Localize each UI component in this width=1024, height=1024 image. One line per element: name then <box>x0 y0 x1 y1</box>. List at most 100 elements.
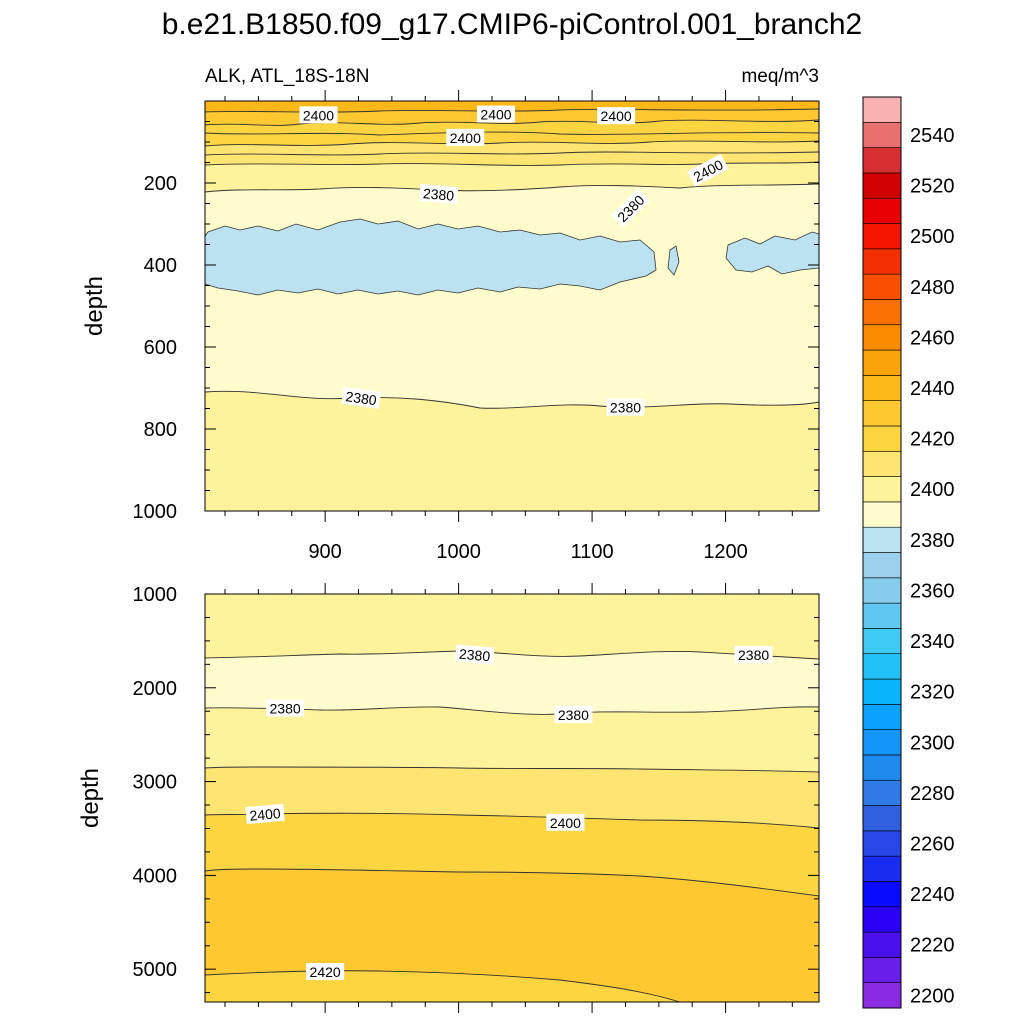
colorbar-box <box>862 805 902 832</box>
fill-band-2360-east <box>725 231 819 275</box>
lower-panel: 2380 2380 2380 2380 2400 2400 2420 1000 2000 300… <box>77 583 820 1013</box>
contour-label-text: 2380 <box>458 646 491 665</box>
lower-ticks: 1000 2000 3000 4000 5000 <box>133 583 819 1013</box>
contour-label-bg <box>455 644 495 665</box>
colorbar-box <box>862 96 902 123</box>
colorbar-box <box>862 957 902 983</box>
y-tick-label: 200 <box>144 173 177 195</box>
contour-label: 2380 <box>266 699 305 717</box>
contour-line <box>205 131 819 136</box>
contour-label: 2400 <box>546 813 585 831</box>
colorbar-box <box>862 881 902 908</box>
contour-label-bg <box>610 188 650 228</box>
contour-label-bg <box>306 962 345 980</box>
contour-label-bg <box>734 645 773 663</box>
colorbar-box <box>862 830 902 857</box>
colorbar-label: 2500 <box>910 226 955 248</box>
figure-title: b.e21.B1850.f09_g17.CMIP6-piControl.001_… <box>162 8 863 41</box>
lower-y-axis-label: depth <box>77 768 104 828</box>
colorbar-label: 2400 <box>910 479 955 501</box>
colorbar-box <box>862 172 902 199</box>
colorbar-box <box>862 349 902 376</box>
variable-label: ALK, ATL_18S-18N <box>205 66 369 87</box>
colorbar-box <box>862 779 902 806</box>
contour-label-bg <box>687 153 729 187</box>
contour-line <box>205 706 819 715</box>
colorbar-label: 2420 <box>910 429 955 451</box>
colorbar-label: 2440 <box>910 378 955 400</box>
contour-line <box>205 868 819 897</box>
upper-fill <box>205 101 819 511</box>
colorbar-box <box>862 197 902 224</box>
colorbar-box <box>862 147 902 174</box>
contour-label-text: 2400 <box>303 107 334 123</box>
colorbar-box <box>862 602 902 629</box>
x-tick-label: 1000 <box>436 541 481 563</box>
colorbar-box <box>862 653 902 680</box>
contour-label-text: 2420 <box>310 964 341 980</box>
contour-line <box>205 970 681 1002</box>
contour-label-bg <box>476 105 515 123</box>
fill-band-2360-west <box>205 218 657 296</box>
colorbar-label: 2240 <box>910 884 955 906</box>
colorbar-box <box>862 931 902 958</box>
contour-label-bg <box>597 107 636 125</box>
y-tick-label: 5000 <box>133 959 178 981</box>
y-tick-label: 3000 <box>133 772 178 794</box>
fill-band-2390-top <box>205 594 819 659</box>
contour-label-text: 2380 <box>738 647 769 663</box>
colorbar-box <box>862 400 902 427</box>
colorbar-box <box>862 324 902 351</box>
colorbar-label: 2300 <box>910 732 955 754</box>
contour-line <box>205 161 819 166</box>
colorbar-label: 2220 <box>910 935 955 957</box>
contour-label-bg <box>554 705 593 723</box>
colorbar-box <box>862 577 902 604</box>
contour-line <box>205 390 819 409</box>
contour-label-bg <box>418 183 459 205</box>
colorbar-box <box>862 855 902 882</box>
contour-label-text: 2400 <box>450 130 481 146</box>
colorbar-box <box>862 299 902 326</box>
colorbar-box <box>862 628 902 655</box>
upper-ticks: 200 400 600 800 1000 900 1000 1100 1200 <box>133 90 819 563</box>
contour-label-bg <box>446 128 485 146</box>
colorbar-box <box>862 906 902 933</box>
contour-label: 2380 <box>418 183 459 205</box>
colorbar-label: 2520 <box>910 176 955 198</box>
colorbar-box <box>862 552 902 579</box>
contour-label: 2380 <box>455 644 495 665</box>
contour-label-bg <box>341 386 382 409</box>
colorbar-label: 2320 <box>910 682 955 704</box>
colorbar-box <box>862 450 902 477</box>
colorbar-label: 2540 <box>910 125 955 147</box>
contour-label: 2420 <box>306 962 345 980</box>
contour-label: 2400 <box>245 803 285 825</box>
colorbar-frame <box>862 96 902 1009</box>
contour-label-bg <box>606 398 645 416</box>
colorbar-box <box>862 273 902 300</box>
fill-band-2360-islet <box>667 245 680 276</box>
contour-label-text: 2400 <box>249 805 282 824</box>
contour-label-bg <box>299 106 338 124</box>
contour-label-bg <box>245 803 285 825</box>
colorbar-label: 2460 <box>910 327 955 349</box>
contour-label: 2380 <box>341 386 382 409</box>
lower-fill <box>205 594 819 1002</box>
y-tick-label: 2000 <box>133 678 178 700</box>
y-tick-label: 1000 <box>133 584 178 606</box>
contour-label: 2380 <box>734 645 773 663</box>
colorbar-label: 2260 <box>910 834 955 856</box>
colorbar-label: 2380 <box>910 530 955 552</box>
contour-line <box>205 119 819 126</box>
y-tick-label: 4000 <box>133 865 178 887</box>
colorbar-label: 2280 <box>910 783 955 805</box>
contour-label-text: 2380 <box>422 185 455 204</box>
lower-contour-labels: 2380 2380 2380 2380 2400 2400 2420 <box>245 644 773 980</box>
colorbar-box <box>862 122 902 148</box>
contour-label-bg <box>546 813 585 831</box>
units-label: meq/m^3 <box>741 66 819 87</box>
contour-label-text: 2380 <box>345 388 378 408</box>
